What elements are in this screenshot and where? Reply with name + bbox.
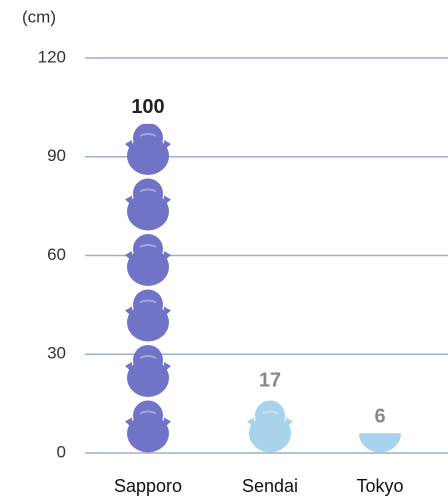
value-label: 6	[374, 406, 385, 428]
x-tick-label: Sendai	[242, 476, 298, 496]
x-tick-label: Tokyo	[356, 476, 403, 496]
bar	[350, 433, 410, 453]
y-tick-label: 60	[47, 245, 66, 264]
y-tick-label: 30	[47, 344, 66, 363]
value-label: 100	[131, 96, 164, 118]
x-tick-label: Sapporo	[114, 476, 182, 496]
y-axis-label: (cm)	[22, 7, 56, 26]
y-tick-label: 120	[38, 47, 66, 66]
bar	[118, 123, 178, 453]
value-label: 17	[259, 369, 281, 391]
y-tick-label: 0	[57, 442, 66, 461]
y-tick-label: 90	[47, 146, 66, 165]
bar	[240, 397, 300, 453]
